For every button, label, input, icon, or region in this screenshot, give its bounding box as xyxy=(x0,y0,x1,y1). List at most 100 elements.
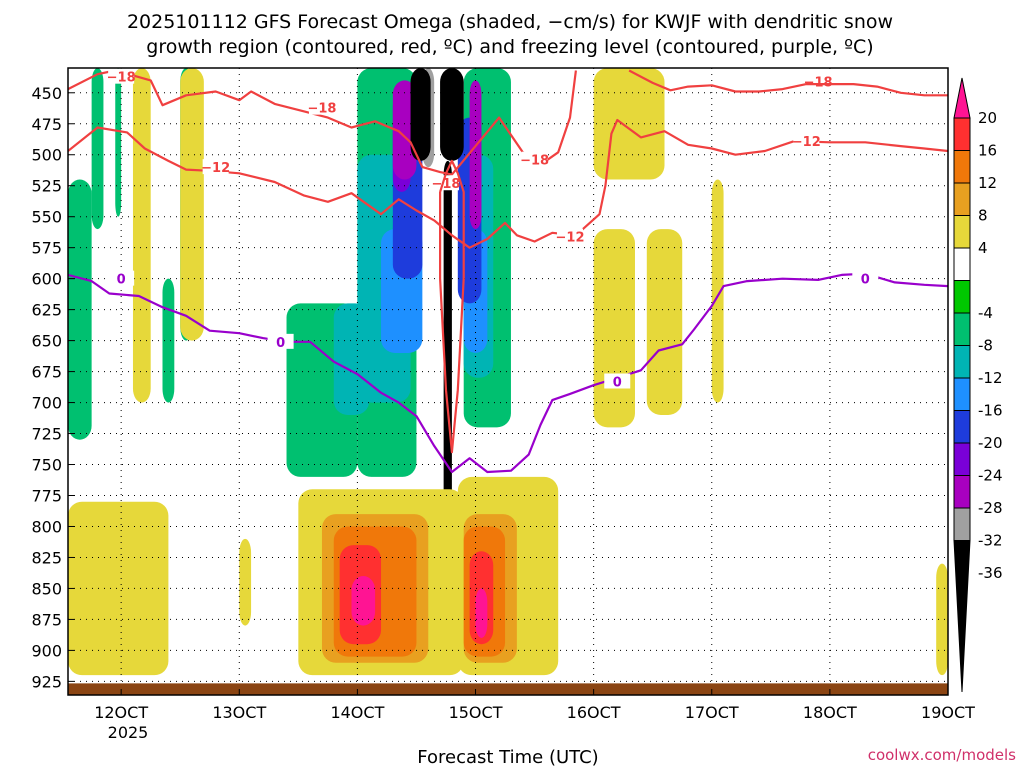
x-tick-label: 16OCT xyxy=(567,703,621,722)
omega-region-20 xyxy=(440,68,464,161)
colorbar-label: 12 xyxy=(978,174,997,192)
omega-region-22 xyxy=(132,68,151,403)
x-axis: 12OCT 13OCT 14OCT 15OCT 16OCT 17OCT 18OCT 19OCT xyxy=(94,689,975,722)
dgz-contour-m18-0-label-bg xyxy=(432,175,459,191)
colorbar-label: -8 xyxy=(978,337,993,355)
colorbar-label: -12 xyxy=(978,369,1003,387)
y-tick-label: 825 xyxy=(31,548,62,567)
omega-region-32 xyxy=(936,563,948,676)
x-sublabel-year: 2025 xyxy=(108,723,149,742)
colorbar-swatch xyxy=(953,182,971,216)
y-tick-label: 725 xyxy=(31,425,62,444)
dgz-contour-m12-2-label-bg xyxy=(557,228,584,244)
colorbar-label: 20 xyxy=(978,109,997,127)
freezing-level-contour-label-bg xyxy=(852,270,879,286)
y-tick-label: 900 xyxy=(31,641,62,660)
colorbar-label: 8 xyxy=(978,207,988,225)
colorbar-top-triangle xyxy=(953,77,971,119)
freezing-level-contour-label: 0 xyxy=(613,376,622,391)
y-tick-label: 750 xyxy=(31,456,62,475)
y-tick-label: 675 xyxy=(31,363,62,382)
dgz-contour-m12-2-label: −12 xyxy=(201,161,230,176)
omega-region-2 xyxy=(115,68,122,217)
x-axis-label: Forecast Time (UTC) xyxy=(417,747,598,768)
colorbar-swatch xyxy=(953,215,971,249)
chart-title-line-2: growth region (contoured, red, ºC) and f… xyxy=(146,36,873,58)
colorbar-swatch xyxy=(953,410,971,444)
dgz-contour-m12-2-label-bg xyxy=(793,133,820,149)
y-axis: 450 475 500 525 550 575 600 625 650 675 700 725 750 7… xyxy=(31,84,74,691)
freezing-level-contour-label: 0 xyxy=(861,273,870,288)
colorbar-label: -32 xyxy=(978,532,1003,550)
omega-region-24 xyxy=(68,501,169,676)
plot-frame xyxy=(67,67,949,696)
omega-region-25 xyxy=(239,538,252,626)
x-tick-label: 19OCT xyxy=(921,703,975,722)
dgz-contour-m18-0-label-bg xyxy=(108,68,135,84)
dgz-contour-m12-2-label: −12 xyxy=(556,231,585,246)
omega-region-28 xyxy=(593,229,635,428)
x-tick-label: 18OCT xyxy=(803,703,857,722)
omega-region-0 xyxy=(68,179,92,440)
freezing-level-contour-label: 0 xyxy=(276,336,285,351)
dgz-contour-m18-0-label: −18 xyxy=(307,102,336,117)
dgz-contour-m18-0-label-bg xyxy=(308,99,335,115)
y-tick-label: 525 xyxy=(31,177,62,196)
dgz-contour-m18-0-label: −18 xyxy=(107,71,136,86)
colorbar-label: -16 xyxy=(978,402,1003,420)
y-tick-label: 550 xyxy=(31,208,62,227)
omega-shading xyxy=(68,68,948,676)
omega-region-1 xyxy=(91,68,104,230)
freezing-level-contour-label-bg xyxy=(267,333,294,349)
colorbar-swatch xyxy=(953,442,971,476)
colorbar-label: 4 xyxy=(978,239,988,257)
grid-lines xyxy=(68,68,948,695)
y-tick-label: 650 xyxy=(31,332,62,351)
y-tick-label: 575 xyxy=(31,239,62,258)
colorbar-label: 16 xyxy=(978,142,997,160)
omega-region-23 xyxy=(180,68,204,341)
colorbar-swatch xyxy=(953,312,971,346)
credit-link[interactable]: coolwx.com/models xyxy=(868,746,1016,764)
dgz-contour-m12-2-label: −12 xyxy=(792,135,821,150)
x-tick-label: 12OCT xyxy=(94,703,148,722)
omega-region-29 xyxy=(646,229,683,415)
y-tick-label: 925 xyxy=(31,672,62,691)
colorbar-label: -4 xyxy=(978,304,993,322)
dgz-contour-m18-0 xyxy=(68,69,577,176)
colorbar-label: -20 xyxy=(978,434,1003,452)
y-tick-label: 850 xyxy=(31,579,62,598)
omega-region-31 xyxy=(711,179,724,403)
dgz-contour-m12-2-label-bg xyxy=(202,159,229,175)
y-tick-label: 875 xyxy=(31,610,62,629)
omega-region-39 xyxy=(351,576,376,626)
y-tick-label: 625 xyxy=(31,301,62,320)
colorbar-swatch xyxy=(953,247,971,281)
y-tick-label: 450 xyxy=(31,84,62,103)
x-tick-label: 17OCT xyxy=(685,703,739,722)
colorbar-bottom-triangle xyxy=(953,540,971,693)
colorbar-swatch xyxy=(953,507,971,541)
colorbar-swatch xyxy=(953,345,971,379)
y-tick-label: 475 xyxy=(31,115,62,134)
x-tick-label: 13OCT xyxy=(212,703,266,722)
freezing-level-contour-label-bg xyxy=(604,373,631,389)
ground-surface xyxy=(68,683,948,695)
colorbar-label: -24 xyxy=(978,467,1003,485)
dgz-contour-m18-0-label: −18 xyxy=(520,154,549,169)
omega-region-30 xyxy=(593,68,665,180)
colorbar-swatch xyxy=(953,377,971,411)
freezing-level-contour xyxy=(68,272,948,474)
colorbar-swatch xyxy=(953,475,971,509)
x-tick-label: 15OCT xyxy=(449,703,503,722)
omega-region-19 xyxy=(410,68,431,161)
freezing-level-contour-label: 0 xyxy=(117,273,126,288)
dgz-contour-m18-0-label: −18 xyxy=(431,177,460,192)
y-tick-label: 700 xyxy=(31,394,62,413)
colorbar-swatch xyxy=(953,150,971,184)
dgz-contour-m12-3 xyxy=(439,159,465,454)
y-tick-label: 775 xyxy=(31,487,62,506)
dgz-contour-m18-1 xyxy=(628,69,948,97)
